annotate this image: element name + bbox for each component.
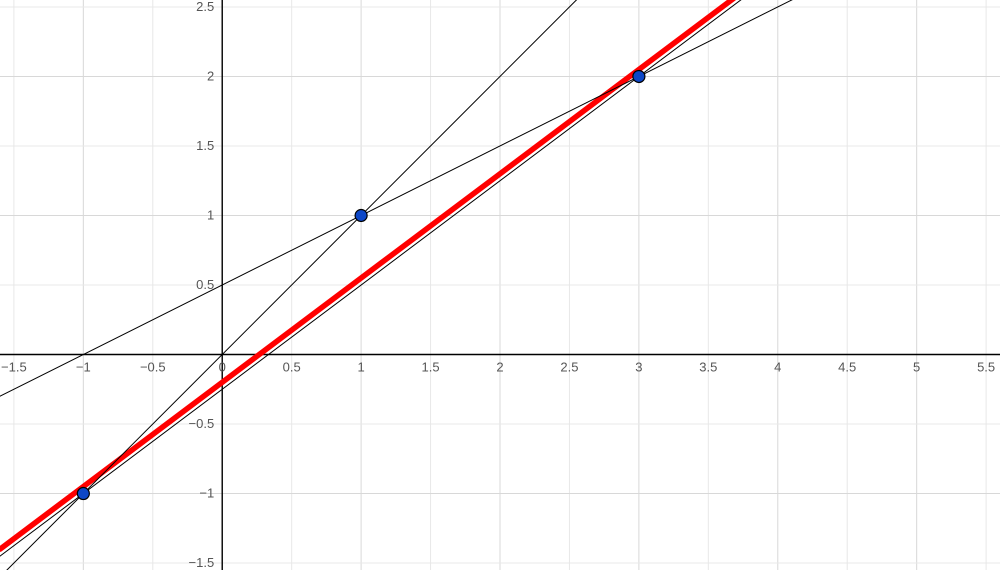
y-tick-label: 1.5 [196,138,214,153]
x-tick-label: 3 [635,360,642,375]
x-tick-label: 0.5 [283,360,301,375]
y-tick-label: 0.5 [196,277,214,292]
y-tick-label: −1.5 [189,555,215,570]
x-tick-label: −0.5 [140,360,166,375]
x-tick-label: 4 [774,360,781,375]
x-tick-label: 5.5 [977,360,995,375]
x-tick-label: 3.5 [699,360,717,375]
y-tick-label: −1 [199,486,214,501]
data-point-2[interactable] [633,70,645,82]
coordinate-plane: −1.5 −1 −0.5 0 0.5 1 1.5 2 2.5 3 3.5 4 4.5 5 5.5 −1.5 −1… [0,0,1000,570]
data-point-1[interactable] [355,209,367,221]
x-tick-label: 2 [496,360,503,375]
x-tick-label: 2.5 [560,360,578,375]
y-tick-label: 2 [207,68,214,83]
y-tick-label: −0.5 [189,416,215,431]
y-tick-label: 2.5 [196,0,214,14]
y-tick-label: 1 [207,207,214,222]
x-tick-label: 1 [357,360,364,375]
x-tick-label: 4.5 [838,360,856,375]
x-tick-label: 5 [913,360,920,375]
x-tick-label: 1.5 [422,360,440,375]
x-tick-label: 0 [219,360,226,375]
x-tick-label: −1 [76,360,91,375]
data-point-0[interactable] [77,488,89,500]
x-tick-label: −1.5 [1,360,27,375]
